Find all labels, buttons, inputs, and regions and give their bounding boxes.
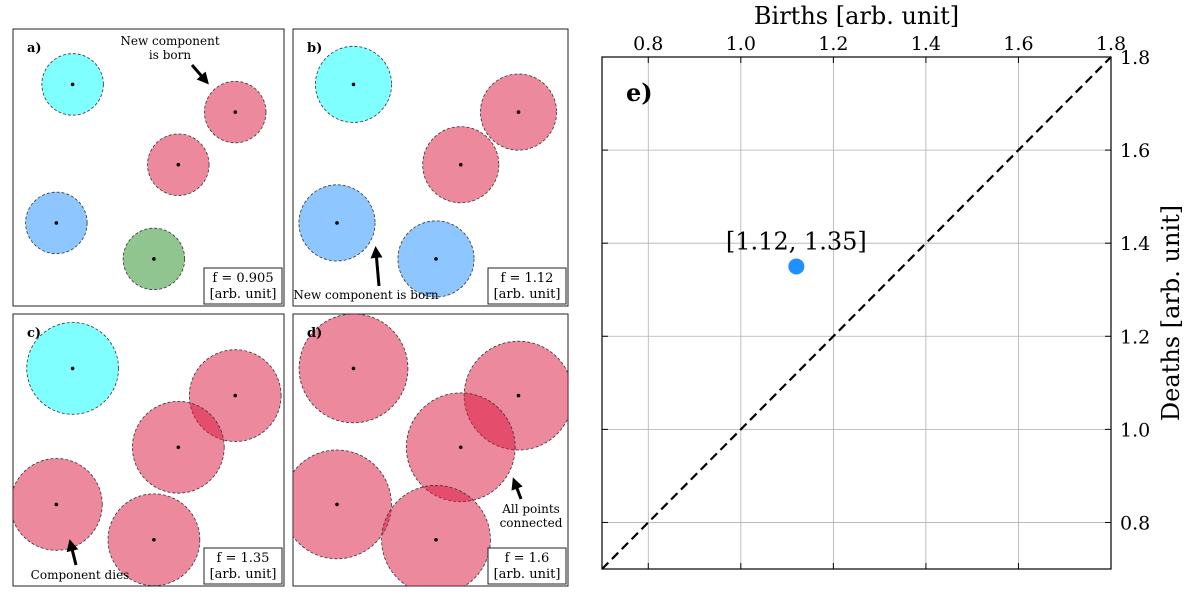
grid — [602, 56, 1112, 569]
data-point — [351, 82, 356, 87]
y-tick-label: 1.6 — [1120, 140, 1150, 162]
y-tick-label: 1.0 — [1120, 419, 1150, 441]
annotation-arrow — [511, 477, 523, 500]
filtration-label: f = 1.6 — [505, 551, 550, 566]
data-point — [516, 393, 521, 398]
panel-letter: b) — [307, 41, 322, 56]
annotation-text: New component — [120, 34, 219, 48]
y-tick-label: 0.8 — [1120, 512, 1150, 534]
annotation-text: New component is born — [293, 288, 439, 302]
persistence-diagram: 0.8 1.0 1.2 1.4 1.6 1.8 0.8 1.0 1.2 1.4 1.6 1.8 Birt… — [601, 2, 1185, 570]
annotation-arrow — [370, 246, 383, 287]
x-tick-label: 0.8 — [633, 33, 663, 55]
panel-letter: a) — [27, 41, 42, 56]
x-tick-label: 1.4 — [911, 33, 941, 55]
data-point — [458, 445, 463, 450]
annotation-arrow — [190, 64, 209, 85]
panel-letter: d) — [307, 326, 322, 341]
data-point — [233, 393, 238, 398]
data-point — [434, 257, 438, 261]
data-point — [54, 502, 59, 507]
filtration-label: f = 0.905 — [212, 271, 273, 286]
data-point — [70, 366, 75, 371]
filtration-label-box — [203, 267, 283, 305]
x-tick-label: 1.0 — [726, 33, 756, 55]
data-point — [176, 445, 181, 450]
x-tick-label: 1.2 — [818, 33, 848, 55]
data-point — [335, 502, 339, 507]
panel-letter: e) — [626, 78, 653, 107]
data-point — [152, 257, 156, 261]
diagonal-line — [601, 56, 1112, 570]
annotation-arrow — [66, 539, 79, 566]
x-axis-label: Births [arb. unit] — [754, 2, 959, 30]
plot-frame — [601, 56, 1112, 570]
coverage-circle — [293, 449, 392, 560]
filtration-label: f = 1.12 — [501, 271, 554, 286]
data-point — [233, 110, 238, 114]
data-point — [70, 82, 75, 87]
data-point — [516, 110, 521, 114]
filtration-label: [arb. unit] — [210, 567, 277, 582]
data-point — [152, 537, 156, 542]
coverage-circle — [381, 484, 491, 586]
annotation-text: All points — [501, 502, 560, 516]
filtration-label: f = 1.35 — [217, 551, 270, 566]
data-point — [458, 162, 463, 167]
data-point — [176, 162, 181, 167]
panel-letter: c) — [27, 326, 41, 341]
filtration-label-box — [487, 267, 567, 305]
y-tick-label: 1.8 — [1120, 47, 1150, 69]
persistence-point — [788, 258, 805, 275]
annotation-text: connected — [500, 516, 563, 530]
data-point — [54, 221, 59, 225]
panel-2: b) f = 1.12[arb. unit] New component is bo… — [292, 28, 569, 307]
y-tick-label: 1.4 — [1120, 233, 1150, 255]
filtration-label-box — [487, 547, 567, 585]
filtration-label: [arb. unit] — [494, 567, 561, 582]
y-axis-label: Deaths [arb. unit] — [1157, 205, 1185, 421]
annotation-text: Component dies — [31, 568, 130, 582]
data-point — [351, 366, 356, 371]
y-tick-label: 1.2 — [1120, 326, 1150, 348]
filtration-label: [arb. unit] — [494, 287, 561, 302]
annotation-text: is born — [149, 48, 191, 62]
panel-3: c) f = 1.35[arb. unit] Component dies — [12, 313, 285, 587]
x-tick-label: 1.6 — [1003, 33, 1033, 55]
x-tick-label: 1.8 — [1096, 33, 1126, 55]
filtration-label: [arb. unit] — [210, 287, 277, 302]
filtration-label-box — [203, 547, 283, 585]
point-label: [1.12, 1.35] — [726, 227, 867, 255]
data-point — [434, 537, 438, 542]
data-point — [335, 221, 339, 225]
coverage-circles — [298, 45, 557, 298]
